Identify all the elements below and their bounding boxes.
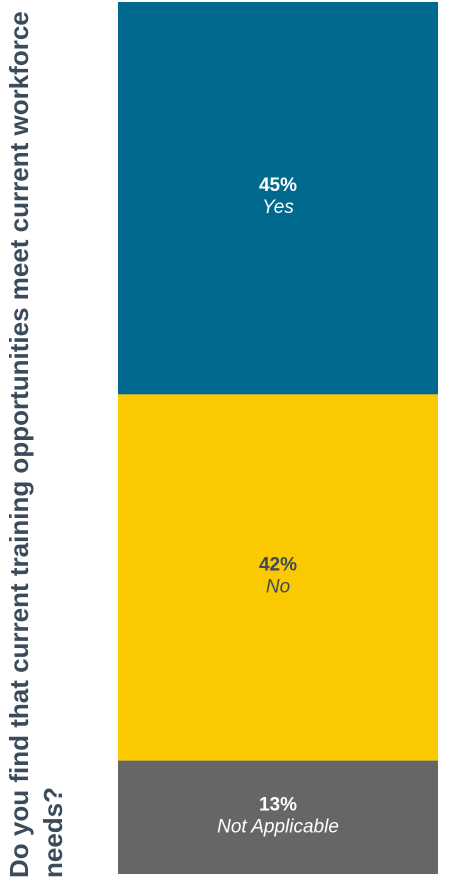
segment-name: Not Applicable — [217, 816, 339, 837]
bar-segment — [118, 2, 438, 395]
value-label: 45% — [259, 175, 297, 196]
value-label: 13% — [259, 794, 297, 815]
bar-segment — [118, 394, 438, 761]
segment-name: No — [266, 577, 290, 598]
segment-name: Yes — [262, 197, 294, 218]
value-label: 42% — [259, 555, 297, 576]
bar-segment — [118, 760, 438, 874]
